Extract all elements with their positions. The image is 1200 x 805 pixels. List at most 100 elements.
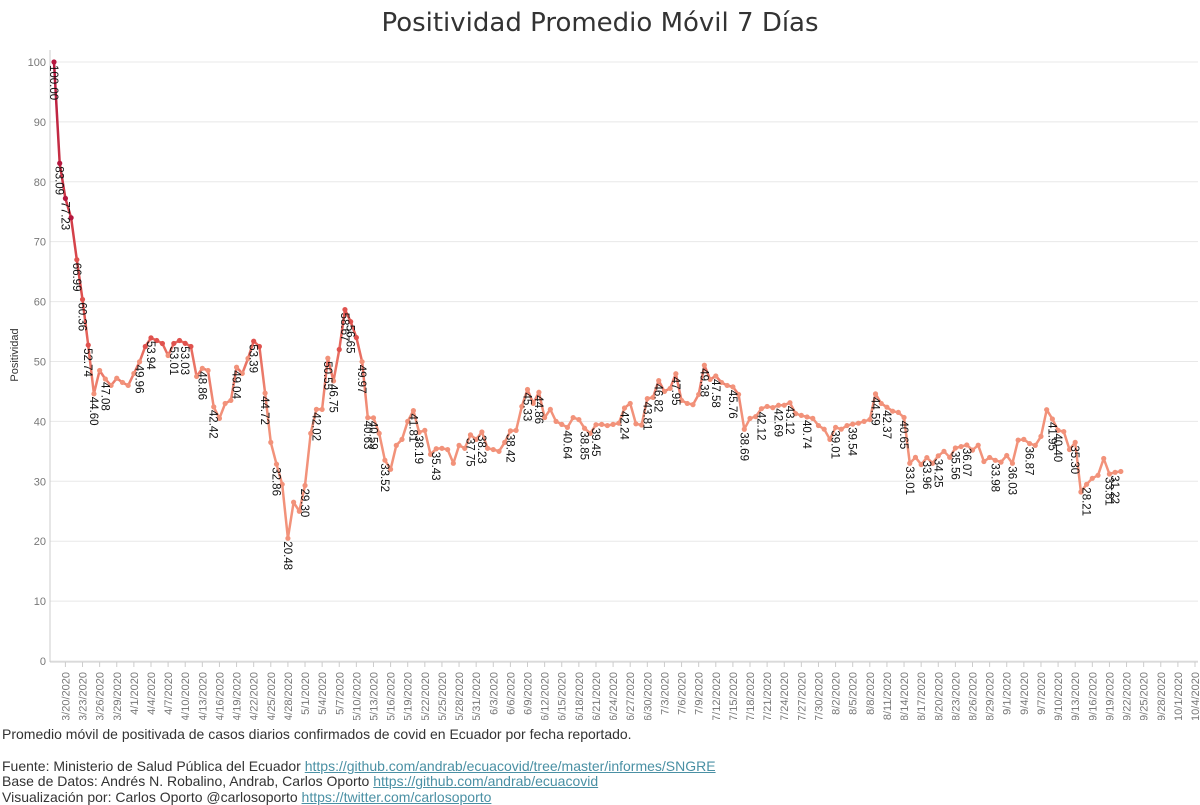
data-point xyxy=(929,460,936,466)
x-tick-label: 6/18/2020 xyxy=(574,672,586,720)
data-label: 49.04 xyxy=(230,370,242,399)
data-point xyxy=(981,458,987,465)
data-label: 39.45 xyxy=(589,428,601,457)
data-point xyxy=(844,422,850,429)
x-tick-label: 4/13/2020 xyxy=(197,672,209,720)
data-point xyxy=(91,391,97,397)
data-point xyxy=(741,426,747,432)
data-label: 47.58 xyxy=(709,379,721,408)
y-tick-label: 40 xyxy=(34,416,46,428)
data-point xyxy=(148,335,154,341)
data-point xyxy=(633,421,639,427)
x-tick-label: 6/15/2020 xyxy=(557,672,569,720)
data-label: 35.30 xyxy=(1068,445,1080,474)
x-tick-label: 6/3/2020 xyxy=(488,672,500,715)
data-point xyxy=(119,379,126,386)
data-label: 44.59 xyxy=(869,397,881,426)
data-label: 38.69 xyxy=(737,432,749,461)
x-tick-label: 9/19/2020 xyxy=(1104,672,1116,720)
data-label: 33.96 xyxy=(920,461,932,490)
x-tick-label: 7/21/2020 xyxy=(762,672,774,720)
data-point xyxy=(964,442,970,448)
data-point xyxy=(199,365,205,371)
data-point xyxy=(764,403,770,410)
data-label: 40.40 xyxy=(1051,433,1063,462)
x-tick-label: 9/16/2020 xyxy=(1087,672,1099,720)
data-point xyxy=(781,402,787,408)
x-tick-label: 9/13/2020 xyxy=(1070,672,1082,720)
data-point xyxy=(1009,460,1016,466)
data-point xyxy=(1044,407,1050,413)
data-label: 44.60 xyxy=(87,397,99,426)
x-tick-label: 7/6/2020 xyxy=(677,672,689,715)
data-point xyxy=(393,442,399,448)
data-label: 33.81 xyxy=(1102,477,1114,506)
database-link[interactable]: https://github.com/andrab/ecuacovid xyxy=(373,773,599,789)
data-label: 20.48 xyxy=(281,541,293,570)
data-point xyxy=(285,535,291,541)
data-label: 42.02 xyxy=(309,412,321,441)
data-point xyxy=(536,389,542,395)
data-point xyxy=(439,445,445,451)
data-point xyxy=(724,382,730,389)
data-point xyxy=(308,430,314,436)
y-tick-label: 70 xyxy=(34,237,46,249)
data-label: 46.82 xyxy=(652,384,664,413)
data-point xyxy=(114,375,120,381)
data-point xyxy=(68,215,74,221)
x-tick-label: 7/24/2020 xyxy=(779,672,791,720)
data-point xyxy=(798,412,804,419)
data-point xyxy=(827,436,833,442)
x-tick-label: 6/30/2020 xyxy=(642,672,654,720)
x-tick-label: 4/1/2020 xyxy=(129,672,141,715)
data-point xyxy=(621,405,628,411)
data-label: 40.74 xyxy=(800,420,812,449)
x-tick-label: 3/23/2020 xyxy=(78,672,90,720)
data-point xyxy=(450,460,456,466)
data-point xyxy=(325,355,331,361)
data-point xyxy=(131,370,137,377)
database-label: Base de Datos: Andrés N. Robalino, Andra… xyxy=(2,773,370,789)
data-label: 38.19 xyxy=(412,435,424,464)
data-label: 52.74 xyxy=(81,348,93,377)
data-label: 42.42 xyxy=(207,410,219,439)
data-point xyxy=(918,461,924,468)
data-point xyxy=(57,160,63,166)
data-point xyxy=(924,454,930,461)
source-link[interactable]: https://github.com/andrab/ecuacovid/tree… xyxy=(304,758,716,774)
data-point xyxy=(416,429,422,435)
data-point xyxy=(387,466,394,472)
data-point xyxy=(952,445,958,451)
data-point xyxy=(182,340,188,346)
data-point xyxy=(336,346,342,353)
data-label: 58.67 xyxy=(338,313,350,342)
data-point xyxy=(1089,475,1095,481)
x-tick-label: 4/10/2020 xyxy=(180,672,192,720)
data-label: 100.00 xyxy=(47,65,59,100)
y-tick-label: 50 xyxy=(34,356,46,368)
data-label: 53.94 xyxy=(144,341,156,370)
data-point xyxy=(895,409,901,416)
data-point xyxy=(935,453,941,459)
data-label: 41.95 xyxy=(1045,422,1057,451)
data-point xyxy=(941,448,947,454)
data-point xyxy=(690,402,696,408)
x-tick-label: 3/26/2020 xyxy=(95,672,107,720)
x-tick-label: 6/24/2020 xyxy=(608,672,620,720)
x-tick-label: 3/29/2020 xyxy=(112,672,124,720)
viz-link[interactable]: https://twitter.com/carlosoporto xyxy=(301,789,492,805)
data-point xyxy=(268,439,274,445)
x-tick-label: 9/4/2020 xyxy=(1019,672,1031,715)
data-point xyxy=(513,427,519,433)
data-label: 40.63 xyxy=(361,421,373,450)
data-point xyxy=(176,337,183,344)
data-label: 47.95 xyxy=(669,377,681,406)
x-tick-label: 6/12/2020 xyxy=(540,672,552,720)
data-label: 53.39 xyxy=(247,344,259,373)
x-tick-label: 8/11/2020 xyxy=(882,672,894,720)
data-label: 38.23 xyxy=(475,435,487,464)
data-point xyxy=(296,508,302,514)
data-point xyxy=(912,454,919,460)
data-label: 29.30 xyxy=(298,489,310,518)
data-label: 45.76 xyxy=(726,390,738,419)
